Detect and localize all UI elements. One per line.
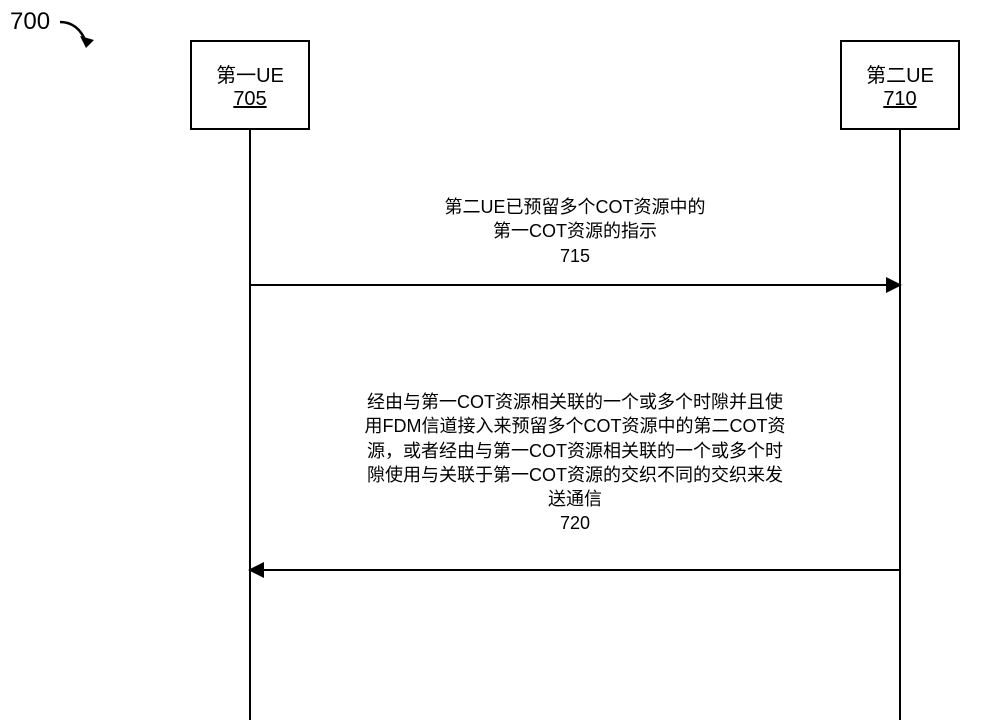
msg-720-line2: 用FDM信道接入来预留多个COT资源中的第二COT资 xyxy=(365,416,786,436)
msg-715-line1: 第二UE已预留多个COT资源中的 xyxy=(445,197,706,217)
figure-label: 700 xyxy=(10,8,50,36)
node-ue1-ref: 705 xyxy=(233,88,266,111)
node-ue2: 第二UE 710 xyxy=(840,40,960,130)
msg-720-line5: 送通信 xyxy=(548,489,602,509)
lifeline-ue2 xyxy=(899,130,901,720)
node-ue2-title: 第二UE xyxy=(866,59,934,88)
msg-715-line2: 第一COT资源的指示 xyxy=(493,221,657,241)
node-ue1-title: 第一UE xyxy=(216,59,284,88)
msg-715-label: 第二UE已预留多个COT资源中的 第一COT资源的指示 715 xyxy=(350,195,800,268)
node-ue1: 第一UE 705 xyxy=(190,40,310,130)
msg-720-line1: 经由与第一COT资源相关联的一个或多个时隙并且使 xyxy=(367,392,783,412)
msg-720-arrow xyxy=(248,562,900,578)
msg-720-line4: 隙使用与关联于第一COT资源的交织不同的交织来发 xyxy=(367,465,783,485)
msg-715-arrow xyxy=(250,277,902,293)
lifeline-ue1 xyxy=(249,130,251,720)
msg-720-line3: 源，或者经由与第一COT资源相关联的一个或多个时 xyxy=(367,441,783,461)
msg-720-ref: 720 xyxy=(560,513,590,533)
node-ue2-ref: 710 xyxy=(883,88,916,111)
sequence-diagram-canvas: { "figure": { "type": "sequence-diagram"… xyxy=(0,0,1000,720)
figure-label-arrow xyxy=(56,18,100,54)
msg-715-ref: 715 xyxy=(560,246,590,266)
msg-720-label: 经由与第一COT资源相关联的一个或多个时隙并且使 用FDM信道接入来预留多个CO… xyxy=(330,390,820,536)
